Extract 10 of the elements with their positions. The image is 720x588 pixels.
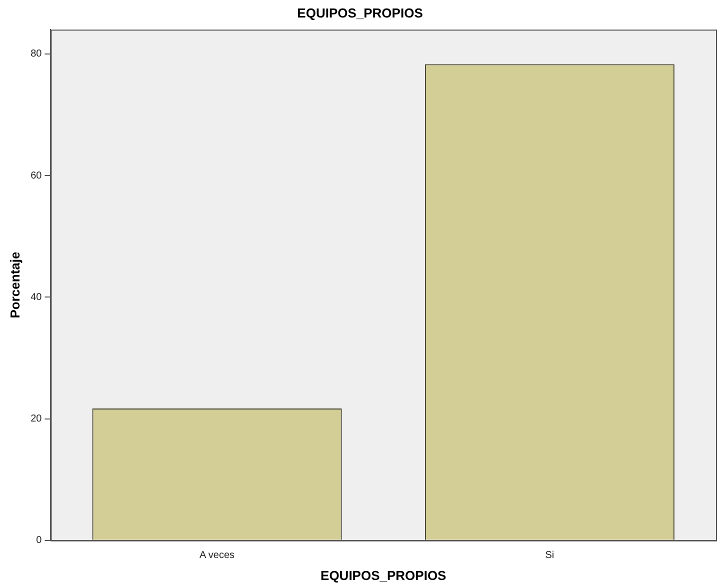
y-tick-label: 80	[30, 48, 42, 60]
x-tick-label: Si	[545, 550, 554, 562]
x-axis-title: EQUIPOS_PROPIOS	[320, 568, 447, 583]
chart-title: EQUIPOS_PROPIOS	[297, 5, 424, 20]
x-tick-label: A veces	[200, 550, 235, 562]
y-axis-title: Porcentaje	[7, 252, 22, 318]
y-tick-label: 60	[30, 170, 42, 182]
y-tick-label: 20	[30, 414, 42, 425]
y-tick-label: 40	[30, 292, 42, 303]
y-tick-label: 0	[36, 535, 42, 546]
